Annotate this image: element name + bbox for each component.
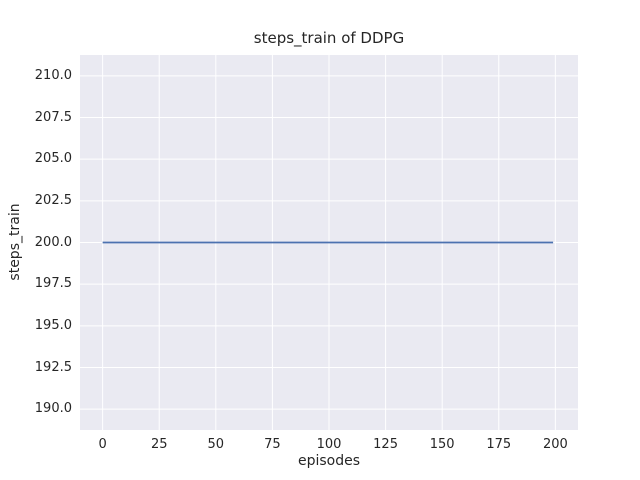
x-tick-label: 50: [207, 437, 225, 452]
x-tick-label: 0: [98, 437, 107, 452]
y-tick-label: 197.5: [34, 276, 72, 292]
x-tick-label: 125: [373, 437, 398, 452]
y-tick-label: 205.0: [34, 151, 72, 167]
y-tick-label: 210.0: [34, 67, 72, 83]
x-tick-label: 100: [316, 437, 342, 452]
plot-area: [80, 55, 578, 430]
y-tick-label: 200.0: [34, 234, 72, 250]
x-tick-label: 175: [486, 437, 512, 452]
y-tick-label: 202.5: [34, 192, 72, 208]
chart-title: steps_train of DDPG: [253, 29, 405, 47]
x-tick-label: 150: [429, 437, 455, 452]
x-tick-label: 75: [264, 437, 281, 452]
y-tick-label: 207.5: [34, 109, 72, 125]
x-tick-label: 200: [542, 437, 568, 452]
y-axis-label: steps_train: [7, 203, 23, 281]
y-tick-label: 190.0: [34, 401, 72, 417]
plot-canvas: [80, 55, 578, 430]
x-tick-label: 25: [150, 437, 168, 452]
x-axis-label: episodes: [297, 453, 361, 469]
y-tick-label: 192.5: [34, 359, 72, 375]
y-tick-label: 195.0: [34, 317, 72, 333]
